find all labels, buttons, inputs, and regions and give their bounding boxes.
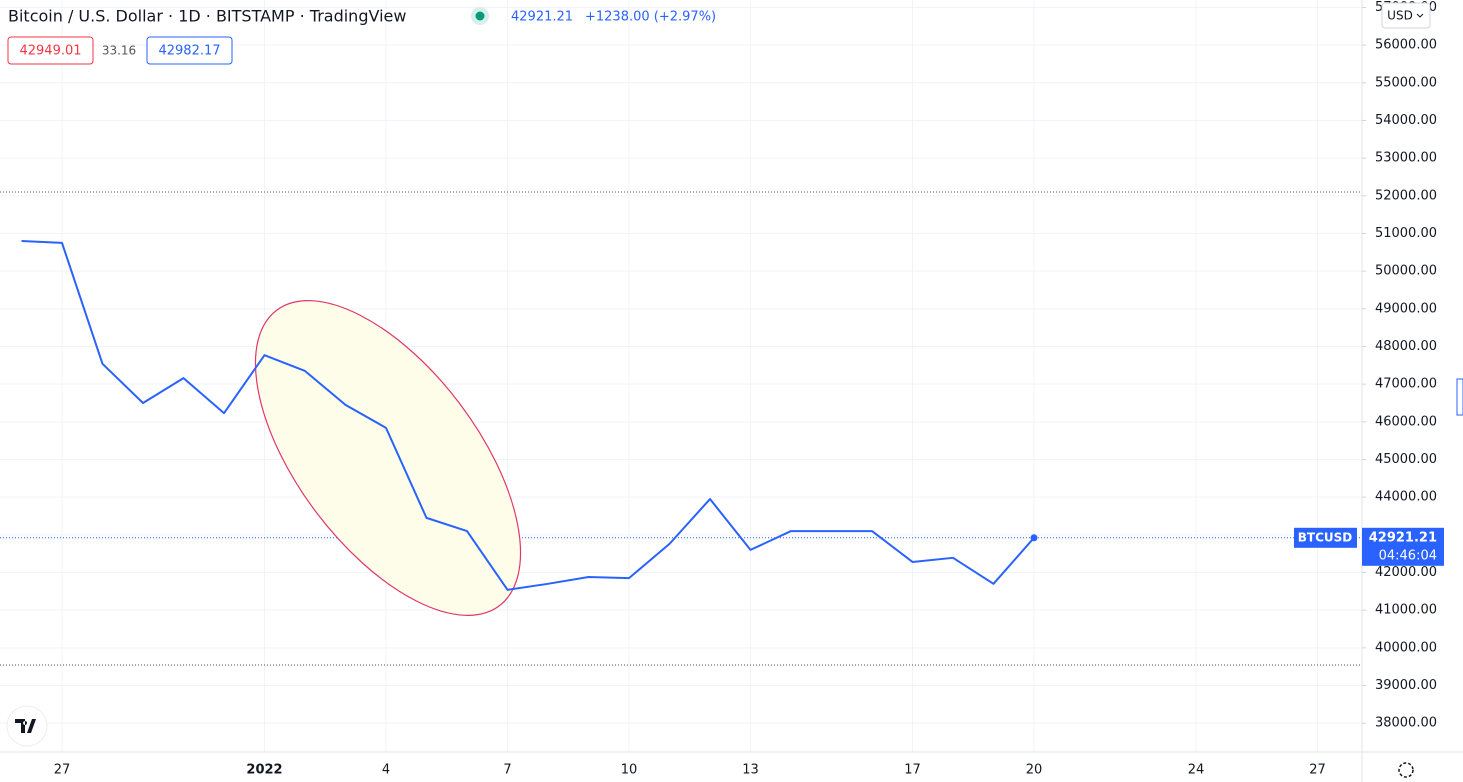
highlight-ellipse xyxy=(254,300,522,616)
axes: 38000.00 39000.00 40000.00 41000.00 42000.00… xyxy=(54,0,1444,778)
y-tick-label: 55000.00 xyxy=(1375,75,1437,90)
dropdown-arrow xyxy=(1416,13,1424,18)
plot xyxy=(21,240,1038,591)
y-tick-label: 56000.00 xyxy=(1375,38,1437,53)
currency: USD xyxy=(1387,9,1413,23)
y-tick-label: 40000.00 xyxy=(1375,640,1437,655)
x-tick-label: 10 xyxy=(621,763,638,778)
x-tick-label: 7 xyxy=(503,763,511,778)
y-tick-label: 45000.00 xyxy=(1375,452,1437,467)
y-tick-label: 48000.00 xyxy=(1375,339,1437,354)
countdown: 04:46:04 xyxy=(1379,548,1437,563)
x-tick-label: 17 xyxy=(904,763,921,778)
bid: 42949.01 xyxy=(19,44,81,59)
x-tick-label: 20 xyxy=(1026,763,1043,778)
ask: 42982.17 xyxy=(158,44,220,59)
series-name: BTCUSD xyxy=(1298,530,1353,544)
series-tag xyxy=(1294,527,1357,548)
y-tick-label: 47000.00 xyxy=(1375,377,1437,392)
x-tick-label: 2022 xyxy=(246,763,282,778)
y-tick-label: 39000.00 xyxy=(1375,678,1437,693)
y-tick-label: 46000.00 xyxy=(1375,414,1437,429)
y-tick-label: 42000.00 xyxy=(1375,565,1437,580)
grid xyxy=(0,0,1362,752)
x-tick-label: 4 xyxy=(382,763,390,778)
x-tick-label: 24 xyxy=(1188,763,1205,778)
x-tick-label: 27 xyxy=(54,763,71,778)
y-tick-label: 52000.00 xyxy=(1375,188,1437,203)
logo xyxy=(15,719,36,733)
price-change: +1238.00 (+2.97%) xyxy=(585,10,716,25)
chart-title: Bitcoin / U.S. Dollar · 1D · BITSTAMP · … xyxy=(8,7,406,26)
price-line xyxy=(21,240,1035,591)
status-dot xyxy=(475,11,485,21)
x-tick-label: 27 xyxy=(1309,763,1326,778)
y-tick-label: 44000.00 xyxy=(1375,490,1437,505)
x-tick-label: 13 xyxy=(742,763,759,778)
last-price: 42921.21 xyxy=(511,10,573,25)
y-tick-label: 49000.00 xyxy=(1375,301,1437,316)
logo-bg xyxy=(6,705,48,747)
y-tick-label: 38000.00 xyxy=(1375,716,1437,731)
y-tick-label: 51000.00 xyxy=(1375,226,1437,241)
currency-button[interactable] xyxy=(1381,2,1431,29)
last-point xyxy=(1030,534,1038,542)
ask-box[interactable] xyxy=(146,36,233,65)
y-tick-label: 50000.00 xyxy=(1375,264,1437,279)
price-tag xyxy=(1362,527,1444,566)
levels xyxy=(0,191,1362,666)
spread: 33.16 xyxy=(102,44,136,58)
bid-box[interactable] xyxy=(7,36,94,65)
y-tick-label: 54000.00 xyxy=(1375,113,1437,128)
price-tag-label: 42921.21 xyxy=(1369,530,1437,545)
y-tick-label: 41000.00 xyxy=(1375,603,1437,618)
settings-icon[interactable] xyxy=(1398,762,1414,778)
y-tick-label: 53000.00 xyxy=(1375,151,1437,166)
side-handle[interactable] xyxy=(1456,378,1463,416)
